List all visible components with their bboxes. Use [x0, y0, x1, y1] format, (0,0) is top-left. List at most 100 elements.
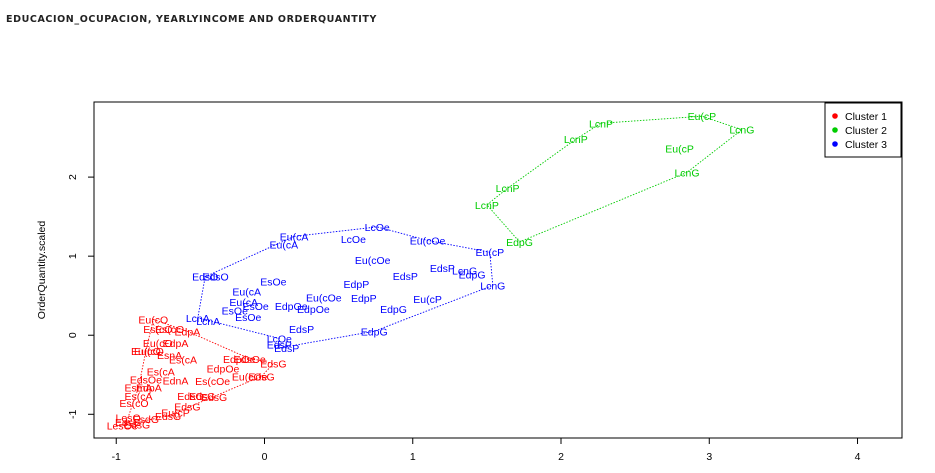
y-axis-label: OrderQuantity.scaled [36, 221, 48, 320]
cluster-3-point-label: LcOe [341, 234, 366, 246]
x-tick-label: 1 [410, 451, 416, 463]
cluster-3-point-label: EdsP [393, 271, 418, 283]
cluster-3-point-label: LcOe [267, 333, 292, 345]
cluster-3-point-label: EdpP [351, 293, 377, 305]
cluster-3-point-label: EsOe [222, 306, 248, 318]
legend: Cluster 1 Cluster 2 Cluster 3 [824, 102, 902, 158]
cluster-2-point-label: LcnP [564, 134, 588, 146]
cluster-3-point-label: EdpG [380, 304, 407, 316]
cluster-1-point-label: LesOe [107, 420, 138, 432]
cluster-1-point-label: Eu(cOe [232, 371, 268, 383]
cluster-1-point-label: EdpA [163, 338, 189, 350]
cluster-1-point-label: Es(cA [169, 355, 197, 367]
cluster-3-point-label: EdsP [274, 343, 299, 355]
cluster-1-point-label: EdsG [174, 401, 200, 413]
y-axis: -1 0 1 2 [67, 174, 95, 419]
cluster-1-point-label: LesO [116, 412, 141, 424]
y-tick-label: -1 [67, 409, 79, 418]
y-tick-label: 1 [67, 253, 79, 259]
cluster-3-point-label: Eu(cA [229, 297, 258, 309]
cluster-3-point-label: Eu(cP [413, 294, 442, 306]
cluster-1-point-label: Eu(cO [138, 314, 168, 326]
page-title: EDUCACION_OCUPACION, YEARLYINCOME AND OR… [6, 14, 377, 25]
x-tick-label: 2 [558, 451, 564, 463]
cluster-1-point-label: Eu(cO [134, 346, 164, 358]
cluster-2-point-label: LcnG [729, 125, 754, 137]
cluster-3-point-label: Eu(cA [270, 239, 299, 251]
cluster-1-point-label: EdpA [175, 326, 201, 338]
cluster-3-point-label: EdsP [430, 263, 455, 275]
cluster-points: Eu(cOEs(cOEs(cOEdpAEu(cOEdpAEu(cOEu(cOEs… [107, 111, 755, 432]
cluster-1-point-label: EdsG [124, 420, 150, 432]
legend-label-cluster-1: Cluster 1 [845, 111, 887, 123]
cluster-3-point-label: Eu(cA [280, 231, 309, 243]
cluster-1-point-label: EdsG [189, 391, 215, 403]
cluster-3-point-label: Eu(cOe [410, 235, 446, 247]
cluster-3-point-label: EdpOe [297, 304, 330, 316]
cluster-1-point-label: EdsG [177, 391, 203, 403]
cluster-1-point-label: Es(cOe [195, 376, 230, 388]
cluster-2-point-label: Eu(cP [665, 144, 694, 156]
cluster-1-point-label: EdsG [260, 359, 286, 371]
x-tick-label: 3 [706, 451, 712, 463]
legend-marker-cluster-2 [832, 127, 838, 133]
cluster-3-point-label: EdpG [361, 326, 388, 338]
cluster-3-point-label: EdsP [289, 324, 314, 336]
x-tick-label: -1 [112, 451, 121, 463]
x-tick-label: 0 [262, 451, 268, 463]
x-tick-label: 4 [855, 451, 861, 463]
cluster-3-point-label: EsOe [242, 301, 268, 313]
legend-label-cluster-3: Cluster 3 [845, 139, 887, 151]
cluster-3-point-label: EdsO [192, 272, 218, 284]
cluster-3-point-label: EdpG [459, 269, 486, 281]
cluster-2-point-label: LcnP [589, 118, 613, 130]
cluster-hull-1 [121, 318, 275, 427]
cluster-1-point-label: EsdG [133, 414, 159, 426]
cluster-3-point-label: Eu(cOe [306, 292, 342, 304]
cluster-1-point-label: EdsG [155, 411, 181, 423]
cluster-3-point-label: LcnA [186, 313, 210, 325]
cluster-3-point-label: EsOe [260, 277, 286, 289]
cluster-2-point-label: LcnP [496, 183, 520, 195]
y-tick-label: 2 [67, 174, 79, 180]
cluster-1-point-label: Es(cO [155, 324, 184, 336]
cluster-2-point-label: LcnP [475, 200, 499, 212]
cluster-3-point-label: EdpOe [275, 301, 308, 313]
cluster-2-point-label: EdpG [506, 237, 533, 249]
legend-label-cluster-2: Cluster 2 [845, 125, 887, 137]
cluster-1-point-label: EdpA [136, 382, 162, 394]
cluster-3-point-label: LcnG [480, 280, 505, 292]
cluster-1-point-label: EdsG [248, 371, 274, 383]
cluster-1-point-label: EsnA [157, 350, 182, 362]
x-axis: -1 0 1 2 3 4 [112, 437, 861, 463]
cluster-hull-3 [197, 226, 494, 349]
cluster-3-point-label: LcOe [365, 222, 390, 234]
cluster-1-point-label: Es(cO [119, 398, 148, 410]
cluster-3-point-label: LcnG [452, 265, 477, 277]
cluster-hull-2 [486, 115, 743, 243]
cluster-1-point-label: EsmA [124, 382, 152, 394]
legend-marker-cluster-3 [832, 141, 838, 147]
cluster-1-point-label: EdsG [201, 392, 227, 404]
cluster-1-point-label: EdsG [115, 417, 141, 429]
cluster-1-point-label: EdpOe [223, 354, 256, 366]
cluster-1-point-label: Eu(cO [131, 346, 161, 358]
cluster-3-point-label: EdpP [344, 279, 370, 291]
cluster-3-point-label: EsOe [235, 312, 261, 324]
cluster-1-point-label: EdsOe [130, 375, 162, 387]
cluster-1-point-label: Eu(cO [143, 338, 173, 350]
cluster-1-point-label: EdpOe [207, 363, 240, 375]
cluster-1-point-label: Es(cA [147, 367, 175, 379]
cluster-3-point-label: LcnA [196, 316, 220, 328]
cluster-1-point-label: EdnA [163, 375, 189, 387]
cluster-1-point-label: Eu(cP [161, 408, 190, 420]
cluster-1-point-label: Es(cO [143, 324, 172, 336]
cluster-3-point-label: EdsP [267, 340, 292, 352]
cluster-3-point-label: Eu(cP [476, 247, 505, 259]
cluster-1-point-label: EdsOe [234, 354, 266, 366]
cluster-2-point-label: Eu(cP [688, 111, 717, 123]
y-tick-label: 0 [67, 332, 79, 338]
cluster-3-point-label: Eu(cOe [355, 255, 391, 267]
cluster-hulls [121, 115, 743, 427]
